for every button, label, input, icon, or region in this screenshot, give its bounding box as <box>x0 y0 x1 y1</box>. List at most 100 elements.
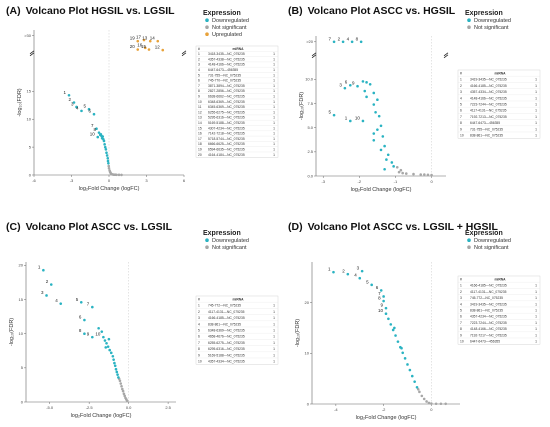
table-cell: 1 <box>273 137 275 141</box>
downregulated-point <box>49 283 53 286</box>
point-label: 10 <box>355 115 361 120</box>
table-cell: 6 <box>460 109 462 113</box>
downregulated-point <box>332 270 335 274</box>
table-cell: 745-772—NC_075235 <box>470 296 503 300</box>
table-cell: 3 <box>460 296 462 300</box>
table-cell: 19 <box>198 148 202 152</box>
point-label: 4 <box>347 36 350 41</box>
table-cell: 1 <box>460 78 462 82</box>
downregulated-point <box>379 148 383 152</box>
table-cell: 1 <box>273 121 275 125</box>
table-cell: 1 <box>273 52 275 56</box>
downregulated-point <box>75 105 78 109</box>
legend-title: Expression <box>465 230 503 237</box>
legend-swatch <box>467 18 471 23</box>
point-label: 5 <box>366 279 369 284</box>
table-cell: 1 <box>273 110 275 114</box>
upregulated-point <box>136 39 140 43</box>
downregulated-point <box>360 269 364 273</box>
downregulated-point <box>100 330 104 333</box>
table-cell: 838-861—NC_075235 <box>470 133 503 137</box>
downregulated-point <box>96 135 100 139</box>
table-cell: 1 <box>535 333 537 337</box>
y-tick-label: 10.0 <box>305 77 314 82</box>
x-tick-label: 0.0 <box>126 405 132 410</box>
downregulated-point <box>393 326 396 330</box>
not-significant-point <box>118 379 122 383</box>
x-axis-label: log₂Fold Change (logFC) <box>79 186 140 192</box>
y-tick-label: 20 <box>305 300 310 305</box>
point-label: 6 <box>79 315 82 320</box>
downregulated-point <box>392 165 395 168</box>
not-significant-point <box>419 173 423 176</box>
table-cell: 1 <box>535 308 537 312</box>
x-tick-label: -3 <box>70 178 74 183</box>
table-cell: 1 <box>273 148 275 152</box>
downregulated-point <box>341 40 345 44</box>
table-cell: 5169-5188—NC_075235 <box>208 121 245 125</box>
table-cell: 13 <box>198 116 202 120</box>
downregulated-point <box>368 82 372 86</box>
point-label: 1 <box>63 90 66 95</box>
table-cell: 4117-4131—NC_075235 <box>470 290 507 294</box>
downregulated-point <box>99 132 103 136</box>
panel-heading: Volcano Plot HGSIL vs. LGSIL <box>26 5 176 17</box>
downregulated-point <box>349 83 352 87</box>
table-cell: 10 <box>198 100 202 104</box>
downregulated-point <box>72 101 76 104</box>
table-cell: 3419-3435—NC_075235 <box>470 78 507 82</box>
table-cell: 5169-5188—NC_075235 <box>208 353 245 357</box>
table-cell: 1 <box>198 52 200 56</box>
downregulated-point <box>87 107 91 111</box>
table-cell: 2 <box>460 290 462 294</box>
downregulated-point <box>400 346 403 350</box>
point-label: 17 <box>136 35 142 40</box>
point-label: 12 <box>155 45 161 50</box>
not-significant-point <box>420 394 424 398</box>
table-cell: 1 <box>273 95 275 99</box>
table-cell: 17 <box>198 137 202 141</box>
table-cell: 7223-7244—NC_075235 <box>470 321 507 325</box>
table-cell: 1 <box>535 109 537 113</box>
point-label: 3 <box>339 83 342 88</box>
legend-label: Not significant <box>212 245 247 251</box>
downregulated-point <box>102 335 105 339</box>
point-label: 4 <box>76 105 79 110</box>
downregulated-point <box>365 95 368 99</box>
table-cell: 1 <box>273 79 275 83</box>
table-cell: 745-772—NC_075235 <box>208 304 241 308</box>
not-significant-point <box>397 170 401 174</box>
table-cell: 6 <box>198 79 200 83</box>
downregulated-point <box>383 144 386 148</box>
table-cell: 1 <box>273 132 275 136</box>
volcano-panel-1: (A) Volcano Plot HGSIL vs. LGSIL -6 -3 0 3 6 0 5… <box>6 5 279 192</box>
downregulated-point <box>415 385 419 389</box>
point-label: 4 <box>55 298 58 303</box>
panel-label: (B) <box>288 5 303 17</box>
table-cell: 1 <box>535 296 537 300</box>
table-cell: 1 <box>535 115 537 119</box>
legend-label: Upregulated <box>212 32 242 38</box>
not-significant-point <box>117 173 121 177</box>
x-tick-label: 0 <box>430 407 433 412</box>
table-cell: 6447-6473—456355 <box>470 121 500 125</box>
x-tick-label: -1 <box>394 179 398 184</box>
axis-break-right <box>181 50 187 57</box>
downregulated-point <box>350 40 354 44</box>
table-cell: 4357-4334—NC_075235 <box>470 90 507 94</box>
volcano-panel-3: (C) Volcano Plot ASCC vs. LGSIL -5.0 -2.5 0.… <box>6 221 279 419</box>
table-cell: 7192-7213—NC_075235 <box>470 115 507 119</box>
legend-swatch <box>467 25 471 30</box>
panel-title: (A) Volcano Plot HGSIL vs. LGSIL <box>6 5 175 17</box>
table-cell: 1 <box>460 284 462 288</box>
table-cell: 7192-7217—NC_075235 <box>470 333 507 337</box>
downregulated-point <box>361 119 365 123</box>
downregulated-point <box>117 376 120 379</box>
table-cell: 3 <box>460 90 462 94</box>
downregulated-point <box>92 112 96 116</box>
table-cell: 8 <box>198 89 200 93</box>
downregulated-point <box>372 138 376 142</box>
table-cell: 1 <box>273 105 275 109</box>
downregulated-point <box>376 98 379 102</box>
point-label: 13 <box>142 36 148 41</box>
